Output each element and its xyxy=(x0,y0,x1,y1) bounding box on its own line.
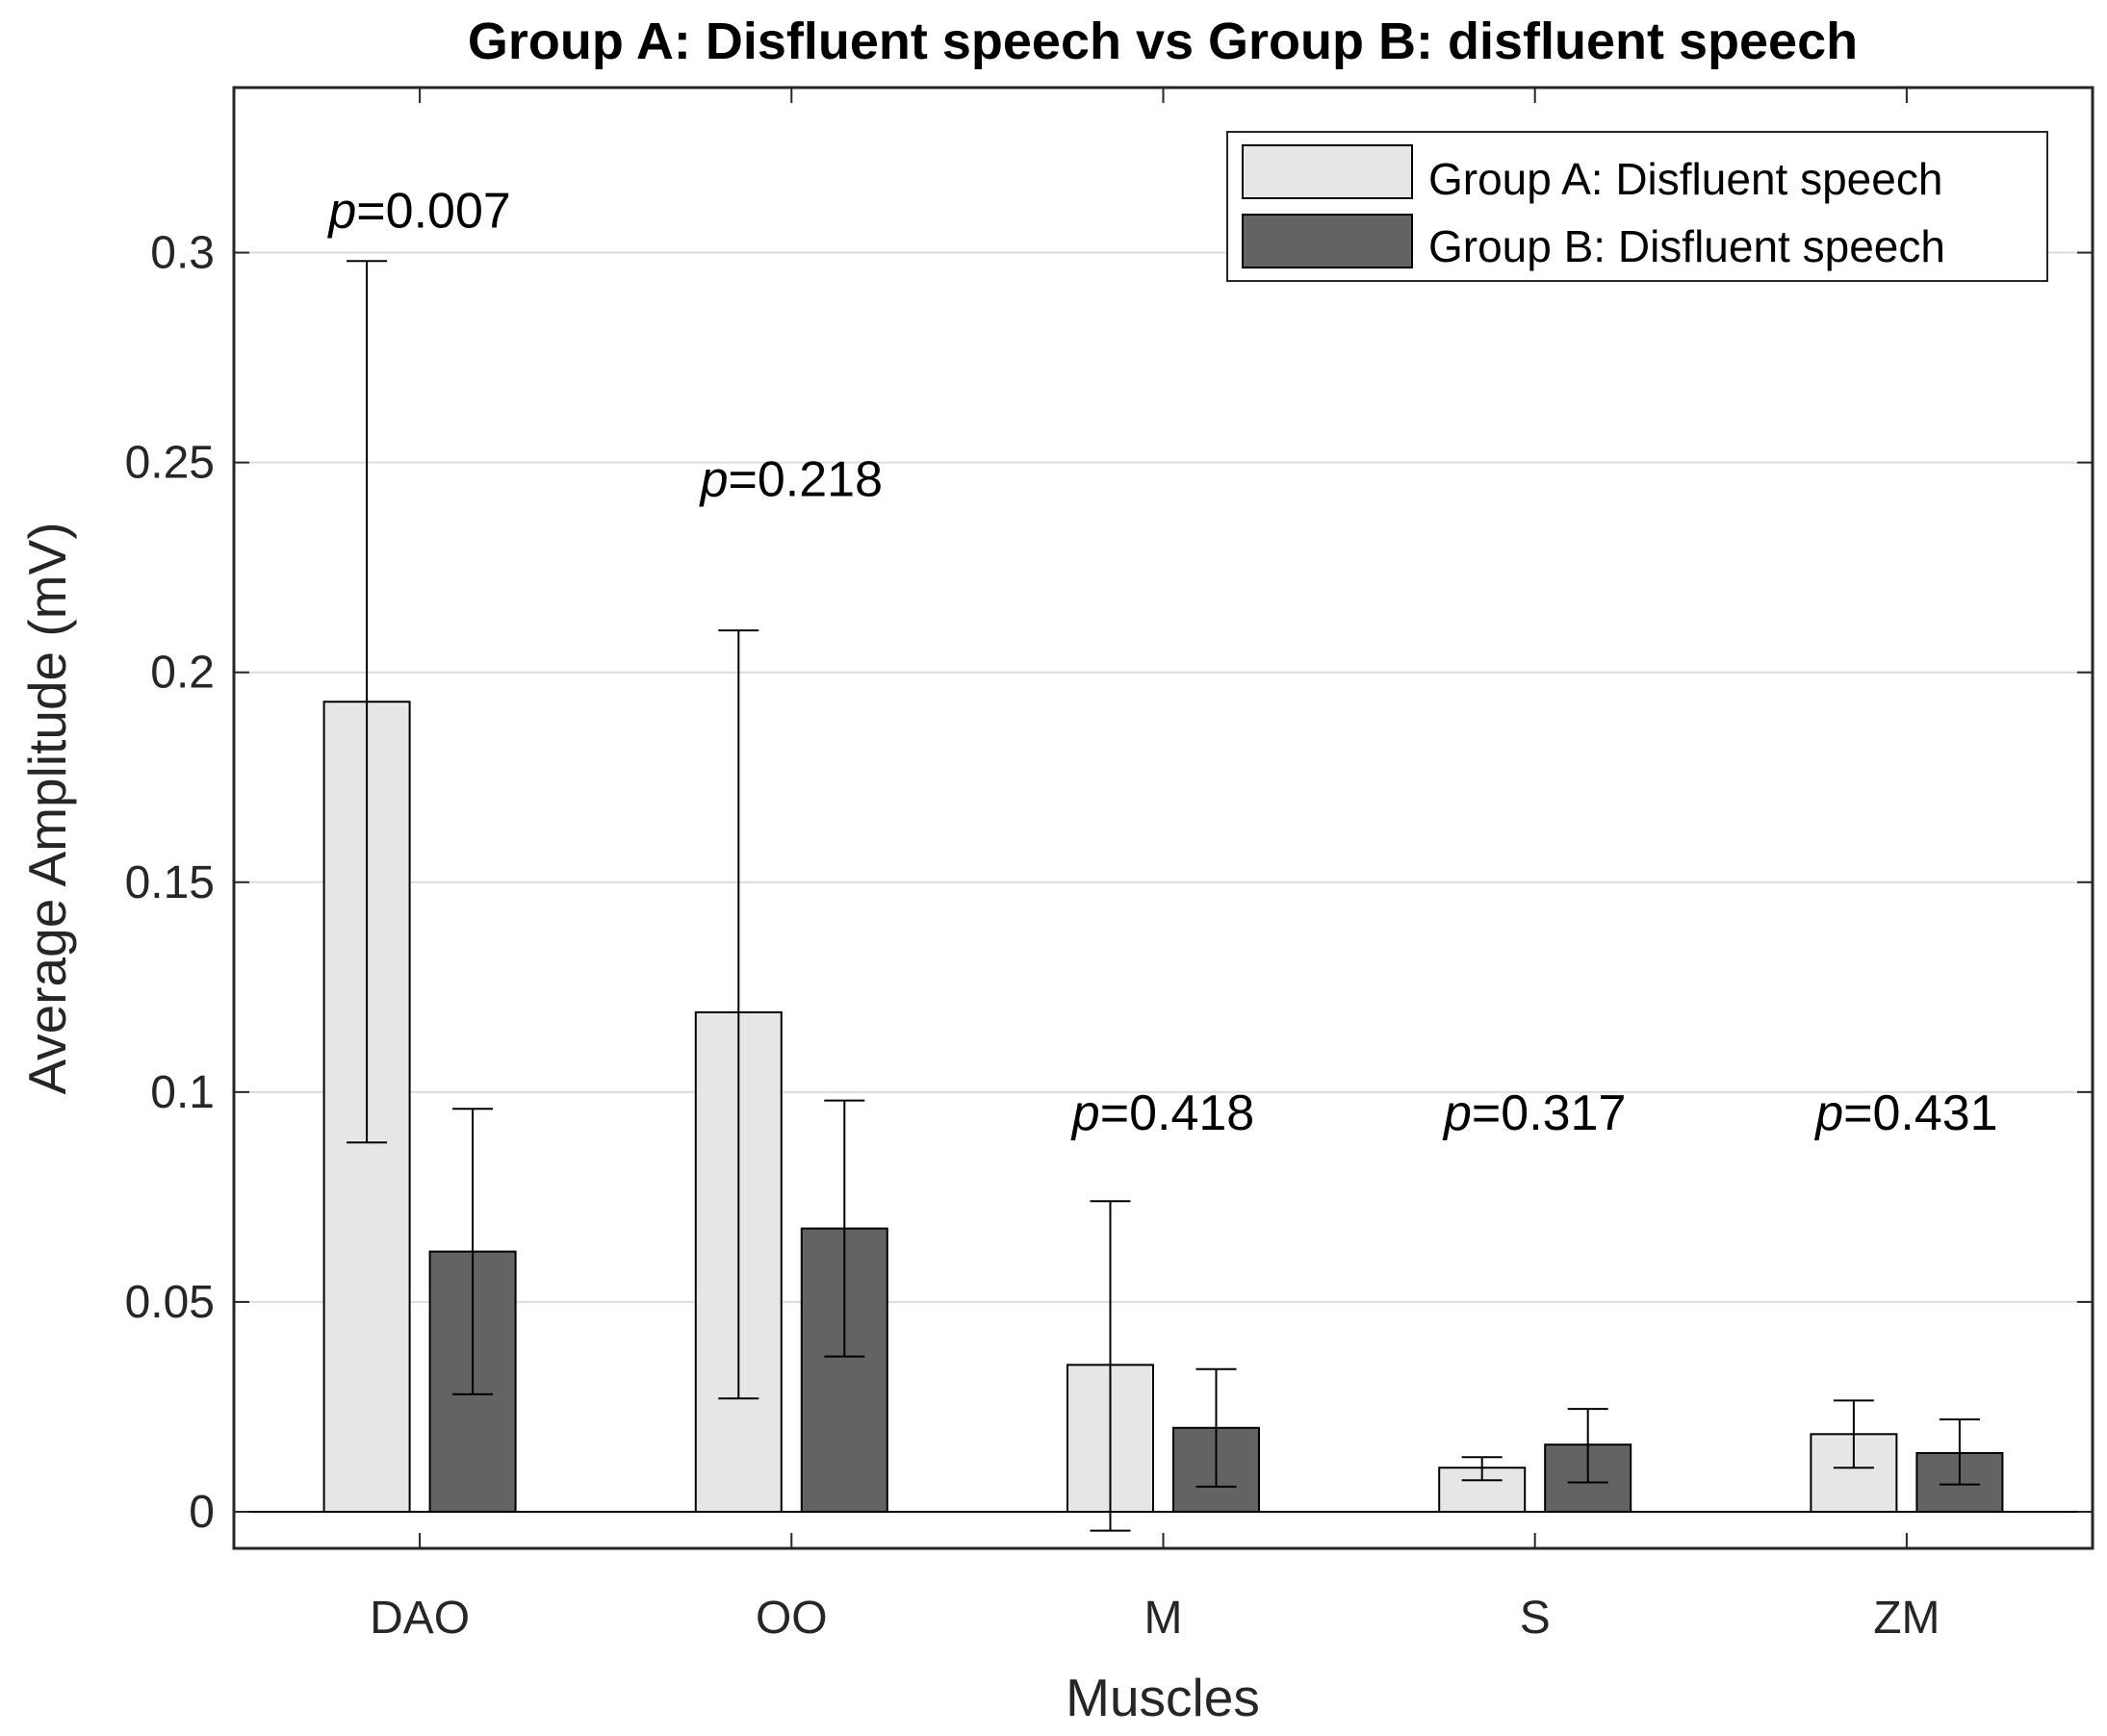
bars xyxy=(322,260,2004,1532)
p-value-ZM: p=0.431 xyxy=(1813,1085,1997,1141)
p-value-number-S: =0.317 xyxy=(1472,1085,1627,1141)
p-value-number-OO: =0.218 xyxy=(729,452,884,508)
p-value-number-ZM: =0.431 xyxy=(1843,1085,1998,1141)
p-value-symbol-OO: p xyxy=(699,452,729,508)
p-value-OO: p=0.218 xyxy=(699,452,883,508)
p-value-symbol-M: p xyxy=(1070,1085,1100,1141)
p-value-number-M: =0.418 xyxy=(1100,1085,1255,1141)
p-value-S: p=0.317 xyxy=(1442,1085,1626,1141)
x-tick-label-OO: OO xyxy=(756,1593,828,1644)
x-tick-label-M: M xyxy=(1144,1593,1183,1644)
y-tick-label-0: 0 xyxy=(189,1487,215,1538)
legend-swatch-group-b xyxy=(1242,214,1413,268)
p-value-number-DAO: =0.007 xyxy=(356,183,511,239)
legend-label-group-b: Group B: Disfluent speech xyxy=(1428,221,1945,271)
x-tick-label-S: S xyxy=(1520,1593,1551,1644)
legend-swatch-group-a xyxy=(1242,144,1413,199)
p-value-DAO: p=0.007 xyxy=(326,183,510,239)
ticks: 0 0.05 0.1 0.15 0.2 0.25 0.3 DAO OO M S ZM xyxy=(125,88,2093,1644)
y-tick-label-0.15: 0.15 xyxy=(125,857,215,908)
p-value-symbol-S: p xyxy=(1442,1085,1472,1141)
y-tick-label-0.2: 0.2 xyxy=(150,648,215,699)
legend: Group A: Disfluent speech Group B: Disfl… xyxy=(1226,131,2048,282)
p-value-symbol-ZM: p xyxy=(1813,1085,1843,1141)
y-tick-label-0.25: 0.25 xyxy=(125,438,215,489)
y-axis-label: Average Amplitude (mV) xyxy=(17,522,77,1094)
p-value-symbol-DAO: p xyxy=(326,183,356,239)
y-tick-label-0.3: 0.3 xyxy=(150,228,215,279)
p-value-M: p=0.418 xyxy=(1070,1085,1254,1141)
x-tick-label-DAO: DAO xyxy=(370,1593,470,1644)
y-tick-label-0.1: 0.1 xyxy=(150,1067,215,1118)
x-tick-label-ZM: ZM xyxy=(1873,1593,1940,1644)
legend-label-group-a: Group A: Disfluent speech xyxy=(1428,154,1942,204)
chart-title: Group A: Disfluent speech vs Group B: di… xyxy=(468,13,1858,70)
y-tick-label-0.05: 0.05 xyxy=(125,1277,215,1328)
x-axis-label: Muscles xyxy=(1066,1668,1260,1727)
